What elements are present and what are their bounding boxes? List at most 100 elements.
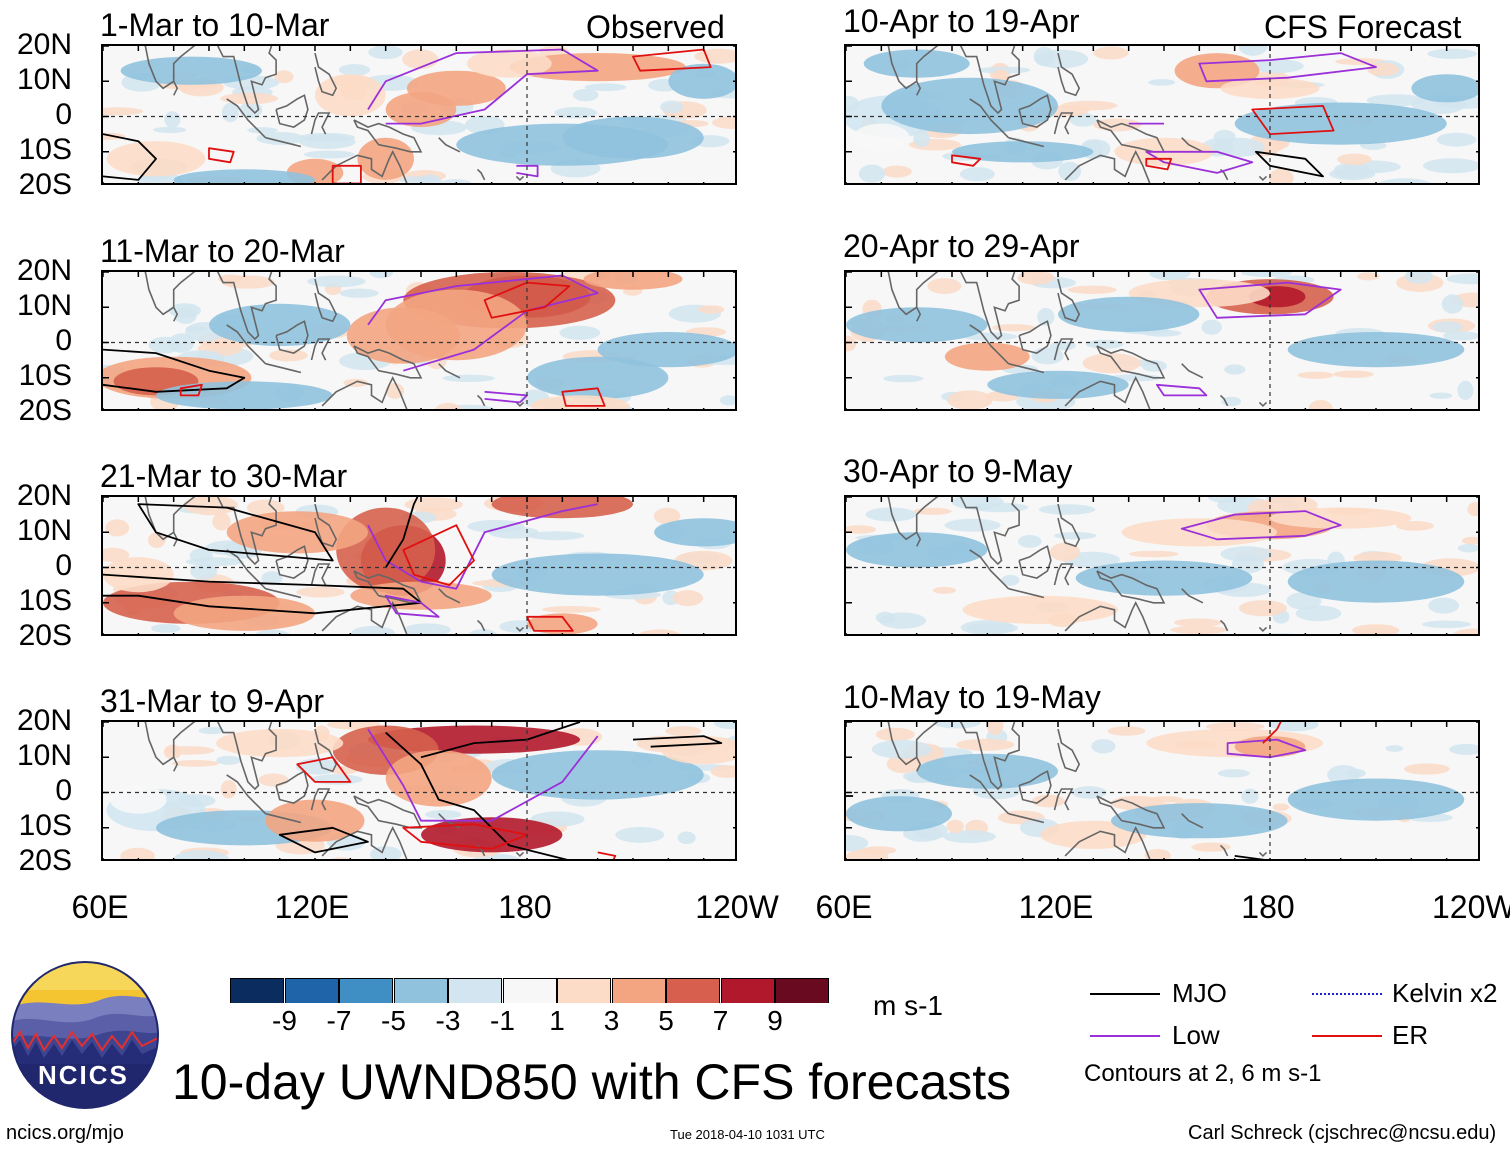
colorbar-label-1: -7 bbox=[326, 1005, 352, 1036]
coastline bbox=[226, 98, 267, 139]
contour-line bbox=[331, 164, 362, 183]
anomaly-patch bbox=[992, 324, 1036, 332]
anomaly-patch bbox=[1058, 161, 1082, 181]
footer-url[interactable]: ncics.org/mjo bbox=[6, 1122, 124, 1144]
coastline bbox=[275, 320, 309, 354]
anomaly-core bbox=[1121, 518, 1277, 547]
anomaly-core bbox=[1234, 102, 1447, 145]
anomaly-patch bbox=[933, 722, 981, 729]
coastline bbox=[476, 168, 486, 181]
anomaly-patch bbox=[1037, 307, 1055, 326]
colorbar-swatch-8 bbox=[666, 978, 720, 1003]
anomaly-patch bbox=[174, 307, 197, 324]
anomaly-patch bbox=[163, 744, 182, 760]
map-svg-1 bbox=[103, 46, 735, 183]
anomaly-patch bbox=[1421, 620, 1472, 629]
colorbar-swatch-0 bbox=[230, 978, 284, 1003]
anomaly-core bbox=[1287, 560, 1465, 603]
coastline bbox=[1219, 394, 1229, 407]
anomaly-patch bbox=[1017, 272, 1055, 285]
map-svg-2 bbox=[103, 272, 735, 409]
anomaly-core bbox=[527, 613, 598, 634]
contour-line bbox=[402, 823, 528, 850]
anomaly-core bbox=[110, 785, 167, 814]
anomaly-core bbox=[527, 356, 669, 399]
anomaly-patch bbox=[303, 150, 355, 159]
y-tick-0-row2: 0 bbox=[55, 324, 72, 357]
colorbar-swatch-10 bbox=[775, 978, 829, 1003]
anomaly-patch bbox=[1329, 168, 1376, 181]
y-tick-20n-row2: 20N bbox=[16, 254, 72, 287]
coastline bbox=[1096, 570, 1166, 604]
contour-line bbox=[103, 133, 157, 181]
coastline bbox=[438, 588, 461, 604]
contour-line bbox=[384, 594, 440, 618]
y-tick-10s-row3: 10S bbox=[18, 584, 72, 617]
x-tick-right-120e: 120E bbox=[1018, 889, 1094, 925]
contour-line bbox=[367, 274, 599, 372]
coastline bbox=[1018, 320, 1052, 354]
coastline bbox=[216, 722, 277, 791]
anomaly-core bbox=[103, 557, 174, 593]
x-tick-left-180: 180 bbox=[498, 889, 552, 925]
anomaly-patch bbox=[1217, 769, 1250, 778]
coastline bbox=[275, 545, 309, 579]
panel-title-7: 30-Apr to 9-May bbox=[843, 453, 1073, 489]
anomaly-core bbox=[583, 272, 683, 290]
anomaly-patch bbox=[256, 132, 305, 145]
anomaly-patch bbox=[1067, 285, 1117, 294]
anomaly-patch bbox=[369, 272, 393, 279]
anomaly-core bbox=[346, 307, 460, 364]
legend-label-mjo: MJO bbox=[1172, 978, 1227, 1008]
coastline bbox=[959, 272, 1020, 341]
coastline bbox=[1181, 813, 1204, 829]
contour-line bbox=[597, 851, 617, 859]
y-tick-10n-row3: 10N bbox=[16, 514, 72, 547]
contour-line bbox=[402, 524, 475, 586]
anomaly-core bbox=[597, 332, 735, 368]
anomaly-patch bbox=[1148, 79, 1176, 86]
coastline bbox=[314, 503, 338, 548]
coastline bbox=[310, 338, 331, 361]
coastline bbox=[1258, 851, 1268, 858]
anomaly-patch bbox=[171, 760, 219, 767]
coastline bbox=[969, 324, 1010, 365]
anomaly-core bbox=[846, 796, 952, 832]
anomaly-patch bbox=[1149, 796, 1183, 803]
coastline bbox=[1057, 503, 1081, 548]
coastline bbox=[226, 774, 267, 815]
map-svg-6 bbox=[846, 272, 1478, 409]
contour-line bbox=[1262, 722, 1282, 744]
colorbar-label-5: 1 bbox=[549, 1005, 565, 1036]
anomaly-patch bbox=[1446, 273, 1478, 285]
coastline bbox=[1008, 587, 1045, 599]
anomaly-patch bbox=[530, 811, 585, 827]
map-svg-7 bbox=[846, 497, 1478, 634]
anomaly-patch bbox=[1239, 600, 1287, 617]
ncics-logo[interactable] bbox=[10, 960, 160, 1110]
anomaly-patch bbox=[944, 518, 1001, 532]
coastline bbox=[172, 306, 179, 322]
panel-title-6: 20-Apr to 29-Apr bbox=[843, 228, 1080, 264]
anomaly-core bbox=[562, 116, 704, 159]
coastline bbox=[172, 80, 179, 96]
anomaly-patch bbox=[986, 722, 1004, 736]
contour-line bbox=[367, 48, 599, 125]
coastline bbox=[476, 844, 486, 857]
coastline bbox=[172, 756, 179, 772]
anomaly-core bbox=[385, 91, 457, 128]
coastline bbox=[1064, 826, 1151, 859]
coastline bbox=[1008, 362, 1045, 374]
anomaly-core bbox=[987, 370, 1129, 399]
coastline bbox=[265, 587, 302, 599]
anomaly-patch bbox=[615, 826, 665, 843]
colorbar-label-9: 9 bbox=[767, 1005, 783, 1036]
coastline bbox=[515, 851, 525, 858]
anomaly-patch bbox=[190, 563, 218, 580]
anomaly-patch bbox=[672, 590, 704, 607]
anomaly-patch bbox=[927, 278, 962, 294]
anomaly-patch bbox=[1295, 605, 1342, 622]
anomaly-patch bbox=[1308, 399, 1333, 409]
anomaly-patch bbox=[1352, 624, 1400, 634]
anomaly-patch bbox=[1461, 536, 1478, 545]
